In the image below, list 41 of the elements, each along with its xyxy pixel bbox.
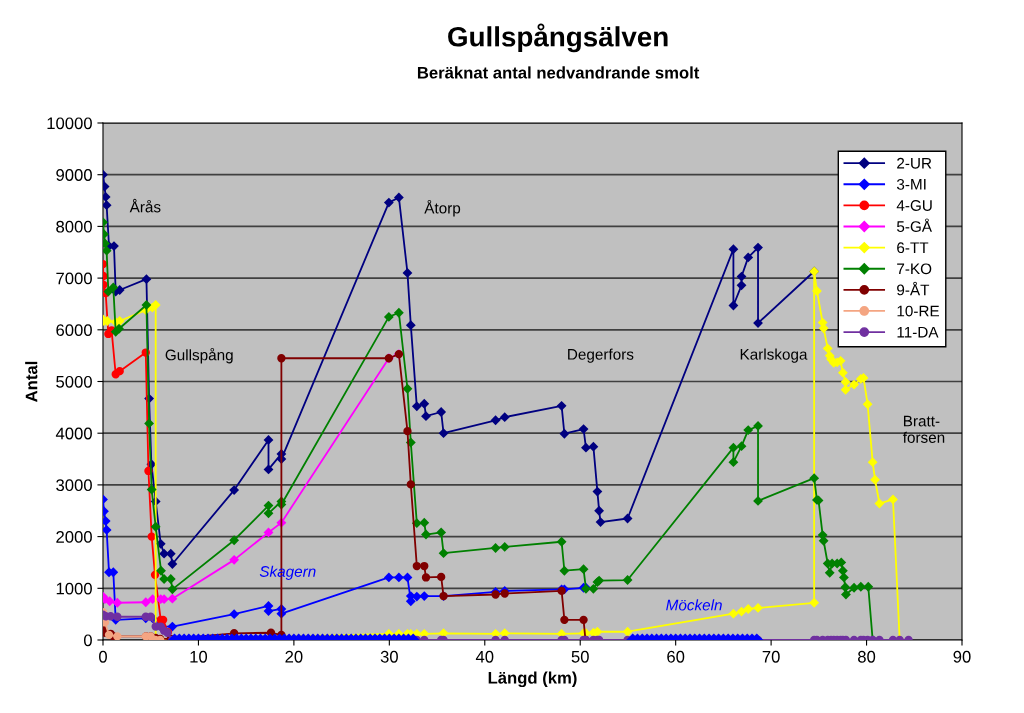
- y-tick-label: 6000: [56, 324, 92, 336]
- legend-label: 7-KO: [897, 263, 932, 275]
- x-tick-label: 90: [953, 650, 971, 663]
- annotation: Gullspång: [165, 347, 233, 364]
- y-tick-label: 2000: [56, 531, 92, 543]
- y-tick-label: 1000: [56, 582, 92, 595]
- legend-label: 11-DA: [897, 326, 939, 338]
- x-axis-title: Längd (km): [488, 671, 577, 688]
- y-tick-label: 8000: [56, 220, 92, 233]
- x-tick-label: 60: [667, 650, 685, 663]
- x-tick-label: 0: [99, 650, 107, 663]
- y-tick-label: 9000: [56, 169, 92, 181]
- legend-label: 10-RE: [897, 305, 940, 317]
- legend-label: 2-UR: [897, 157, 932, 169]
- x-tick-label: 30: [380, 650, 398, 663]
- annotation: Årås: [129, 198, 161, 213]
- x-tick-label: 80: [858, 650, 876, 663]
- y-tick-label: 5000: [56, 375, 92, 388]
- legend-label: 5-GÅ: [896, 218, 932, 232]
- chart-title: Gullspångsälven: [448, 23, 668, 53]
- y-tick-label: 0: [83, 634, 92, 647]
- annotation: Karlskoga: [740, 348, 808, 363]
- y-tick-label: 10000: [47, 117, 92, 130]
- chart-subtitle: Beräknat antal nedvandrande smolt: [417, 66, 700, 79]
- annotation: Möckeln: [666, 599, 722, 611]
- x-tick-label: 40: [475, 650, 494, 663]
- y-tick-label: 3000: [56, 479, 92, 492]
- y-tick-label: 4000: [55, 427, 92, 440]
- legend-label: 3-MI: [896, 178, 926, 190]
- x-tick-label: 20: [285, 650, 303, 663]
- legend-label: 9-ÅT: [897, 281, 930, 296]
- x-tick-label: 70: [762, 650, 780, 663]
- annotation: Bratt- forsen: [902, 415, 945, 443]
- legend-label: 6-TT: [897, 242, 929, 254]
- legend-label: 4-GU: [896, 200, 932, 211]
- y-axis-title: Antal: [25, 361, 38, 402]
- annotation: Degerfors: [568, 348, 634, 363]
- y-tick-label: 7000: [56, 272, 92, 285]
- x-tick-label: 50: [571, 650, 589, 663]
- x-tick-label: 10: [190, 650, 208, 663]
- annotation: Åtorp: [424, 200, 461, 217]
